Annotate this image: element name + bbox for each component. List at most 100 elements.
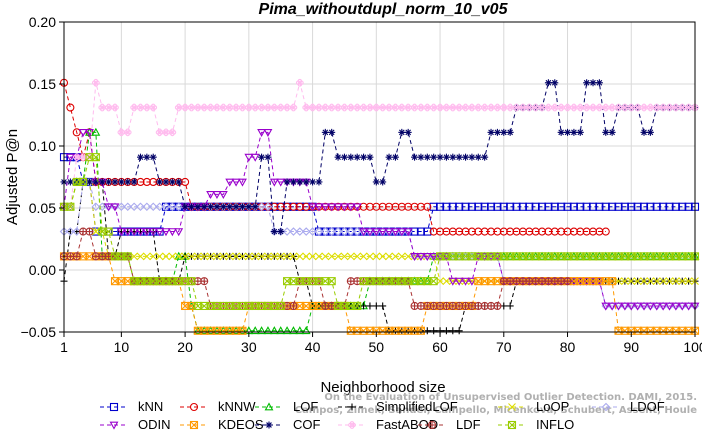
data-point xyxy=(494,129,501,136)
series-fastabod xyxy=(61,79,699,210)
x-tick-label: 30 xyxy=(241,339,257,355)
data-point xyxy=(507,129,514,136)
data-point xyxy=(602,129,609,136)
data-point xyxy=(443,154,450,161)
data-point xyxy=(175,178,182,185)
x-tick-label: 90 xyxy=(623,339,639,355)
y-axis-label: Adjusted P@n xyxy=(4,129,21,225)
data-point xyxy=(264,154,271,161)
data-point xyxy=(131,104,138,111)
series-line xyxy=(64,182,695,306)
data-point xyxy=(201,278,208,285)
data-point xyxy=(430,327,437,334)
x-tick-label: 50 xyxy=(369,339,385,355)
data-point xyxy=(131,178,138,185)
x-tick-label: 1 xyxy=(60,339,68,355)
y-tick-label: 0.20 xyxy=(29,14,56,30)
data-point xyxy=(379,302,386,309)
x-tick-label: 10 xyxy=(114,339,130,355)
data-point xyxy=(169,178,176,185)
y-tick-label: 0.10 xyxy=(29,138,56,154)
data-point xyxy=(162,178,169,185)
data-point xyxy=(456,327,463,334)
data-point xyxy=(449,327,456,334)
legend-label: kNN xyxy=(138,399,163,414)
chart-title: Pima_withoutdupl_norm_10_v05 xyxy=(259,1,509,18)
data-point xyxy=(315,178,322,185)
data-point xyxy=(156,178,163,185)
y-axis: −0.050.000.050.100.150.20 xyxy=(21,14,64,340)
series-line xyxy=(64,83,695,207)
data-point xyxy=(335,154,342,161)
series-ldof xyxy=(61,178,699,309)
data-point xyxy=(150,104,157,111)
data-point xyxy=(462,154,469,161)
data-point xyxy=(341,104,348,111)
data-point xyxy=(411,104,418,111)
data-point xyxy=(430,154,437,161)
data-point xyxy=(411,154,418,161)
data-point xyxy=(449,154,456,161)
x-tick-label: 100 xyxy=(683,339,702,355)
data-point xyxy=(558,129,565,136)
legend-item-fastabod: FastABOD xyxy=(338,417,438,432)
data-point xyxy=(507,302,514,309)
data-point xyxy=(188,203,195,210)
data-point xyxy=(226,203,233,210)
data-point xyxy=(468,154,475,161)
data-point xyxy=(481,154,488,161)
x-tick-label: 70 xyxy=(496,339,512,355)
series-line xyxy=(64,256,695,330)
legend-label: LDF xyxy=(456,417,481,432)
data-point xyxy=(583,79,590,86)
legend-label: INFLO xyxy=(536,417,574,432)
x-axis: 1102030405060708090100 xyxy=(60,332,702,355)
data-point xyxy=(417,154,424,161)
series-line xyxy=(64,157,695,231)
data-point xyxy=(354,154,361,161)
data-point xyxy=(118,178,125,185)
data-point xyxy=(143,154,150,161)
data-point xyxy=(99,178,106,185)
y-tick-label: 0.00 xyxy=(29,262,56,278)
data-point xyxy=(137,154,144,161)
series-knn xyxy=(61,154,699,235)
legend-marker xyxy=(266,422,273,429)
data-point xyxy=(596,79,603,86)
y-tick-label: 0.05 xyxy=(29,200,56,216)
data-point xyxy=(424,154,431,161)
data-point xyxy=(545,79,552,86)
data-point xyxy=(297,79,304,86)
data-point xyxy=(213,203,220,210)
data-point xyxy=(379,253,386,260)
data-point xyxy=(92,178,99,185)
legend-label: SimplifiedLOF xyxy=(376,399,458,414)
series-line xyxy=(64,232,568,306)
data-point xyxy=(398,129,405,136)
data-point xyxy=(194,203,201,210)
data-point xyxy=(456,154,463,161)
legend-item-kdeos: KDEOS xyxy=(180,417,264,432)
x-tick-label: 20 xyxy=(177,339,193,355)
data-point xyxy=(112,104,119,111)
data-point xyxy=(366,154,373,161)
data-point xyxy=(347,154,354,161)
data-point xyxy=(590,79,597,86)
data-point xyxy=(150,154,157,161)
x-tick-label: 60 xyxy=(432,339,448,355)
legend-item-cof: COF xyxy=(255,417,321,432)
legend-label: kNNW xyxy=(218,399,256,414)
data-point xyxy=(360,154,367,161)
data-point xyxy=(328,129,335,136)
data-point xyxy=(392,154,399,161)
data-point xyxy=(437,154,444,161)
x-tick-label: 40 xyxy=(305,339,321,355)
data-point xyxy=(271,228,278,235)
legend-label: LOF xyxy=(293,399,318,414)
data-point xyxy=(322,129,329,136)
legend-item-knn: kNN xyxy=(100,399,163,414)
data-point xyxy=(182,203,189,210)
data-point xyxy=(570,129,577,136)
data-point xyxy=(220,203,227,210)
data-point xyxy=(201,203,208,210)
